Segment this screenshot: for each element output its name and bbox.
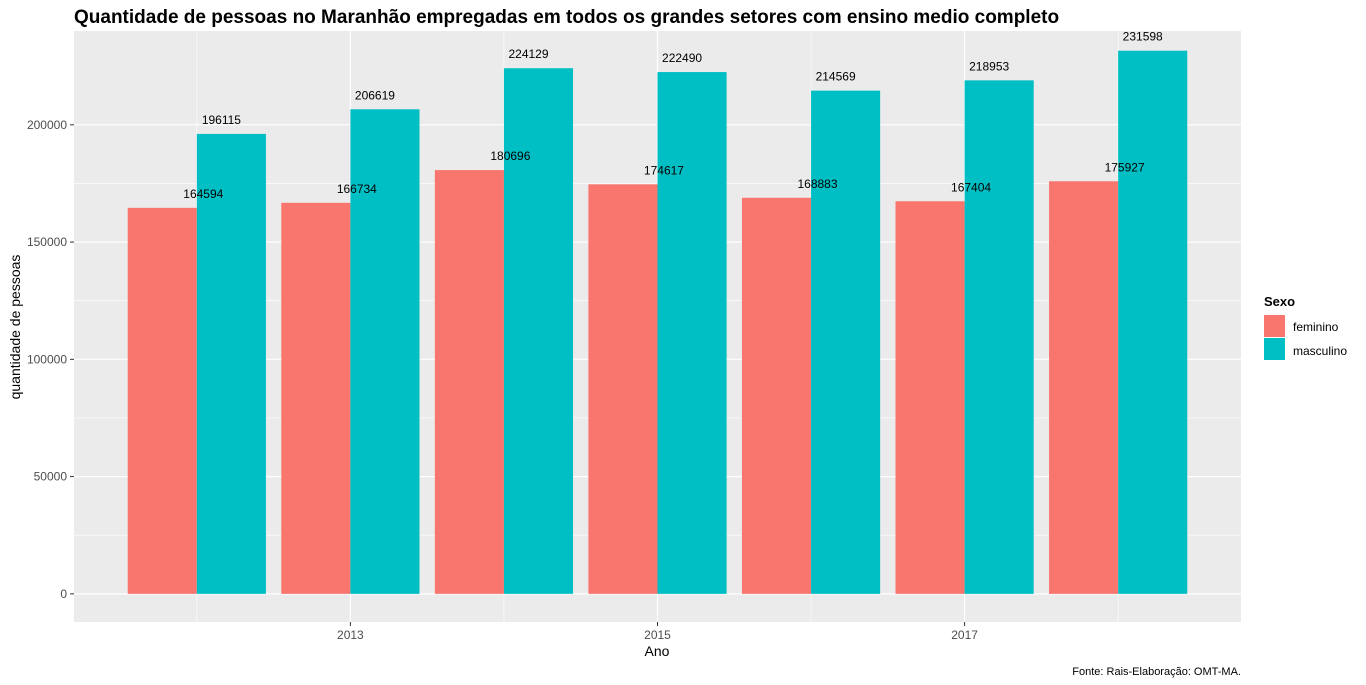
bar-masculino-2014 <box>503 68 574 594</box>
bar-feminino-2014 <box>434 170 504 594</box>
x-tick-label: 2015 <box>644 628 671 642</box>
bar-masculino-2017 <box>964 80 1034 594</box>
data-label-feminino-2018: 175927 <box>1105 160 1145 174</box>
bars <box>127 50 1188 594</box>
bar-feminino-2016 <box>741 197 812 594</box>
data-label-masculino-2013: 206619 <box>355 88 395 102</box>
bar-feminino-2013 <box>281 202 351 594</box>
data-label-feminino-2015: 174617 <box>644 163 684 177</box>
bar-masculino-2016 <box>811 90 881 594</box>
data-label-masculino-2012: 196115 <box>202 113 241 127</box>
data-label-feminino-2016: 168883 <box>797 177 837 191</box>
bar-feminino-2012 <box>127 207 197 594</box>
y-tick-label: 100000 <box>27 352 67 366</box>
y-tick-label: 150000 <box>27 235 67 249</box>
bar-feminino-2017 <box>895 201 965 594</box>
legend: Sexo feminino masculino <box>1264 294 1347 360</box>
y-tick-label: 50000 <box>34 470 68 484</box>
data-label-feminino-2012: 164594 <box>183 187 223 201</box>
legend-label-feminino: feminino <box>1293 320 1339 334</box>
bar-masculino-2013 <box>350 109 420 594</box>
y-tick-label: 0 <box>60 587 67 601</box>
data-label-masculino-2014: 224129 <box>508 47 548 61</box>
y-axis-title: quantidade de pessoas <box>7 255 23 400</box>
bar-feminino-2018 <box>1049 181 1119 594</box>
bar-masculino-2012 <box>196 133 266 594</box>
data-label-feminino-2017: 167404 <box>951 180 991 194</box>
caption: Fonte: Rais-Elaboração: OMT-MA. <box>1072 666 1241 678</box>
bar-feminino-2015 <box>588 184 658 594</box>
y-tick-label: 200000 <box>27 118 67 132</box>
bar-masculino-2015 <box>657 72 727 594</box>
data-label-masculino-2017: 218953 <box>969 59 1009 73</box>
bar-masculino-2018 <box>1118 50 1188 594</box>
legend-swatch-feminino <box>1264 315 1285 337</box>
legend-swatch-masculino <box>1264 338 1285 360</box>
data-label-feminino-2014: 180696 <box>490 149 530 163</box>
legend-title: Sexo <box>1264 294 1295 309</box>
x-axis-ticks: 2013 2015 2017 <box>337 622 978 642</box>
data-label-feminino-2013: 166734 <box>337 182 377 196</box>
data-label-masculino-2018: 231598 <box>1123 30 1163 44</box>
x-tick-label: 2017 <box>951 628 978 642</box>
legend-label-masculino: masculino <box>1293 344 1347 358</box>
y-axis-ticks: 0 50000 100000 150000 200000 <box>27 118 74 601</box>
chart-title: Quantidade de pessoas no Maranhão empreg… <box>74 7 1059 28</box>
data-label-masculino-2015: 222490 <box>662 51 702 65</box>
data-labels: 164594 196115 166734 206619 180696 224129 1746… <box>183 30 1163 201</box>
x-tick-label: 2013 <box>337 628 364 642</box>
x-axis-title: Ano <box>645 643 670 659</box>
data-label-masculino-2016: 214569 <box>816 70 856 84</box>
